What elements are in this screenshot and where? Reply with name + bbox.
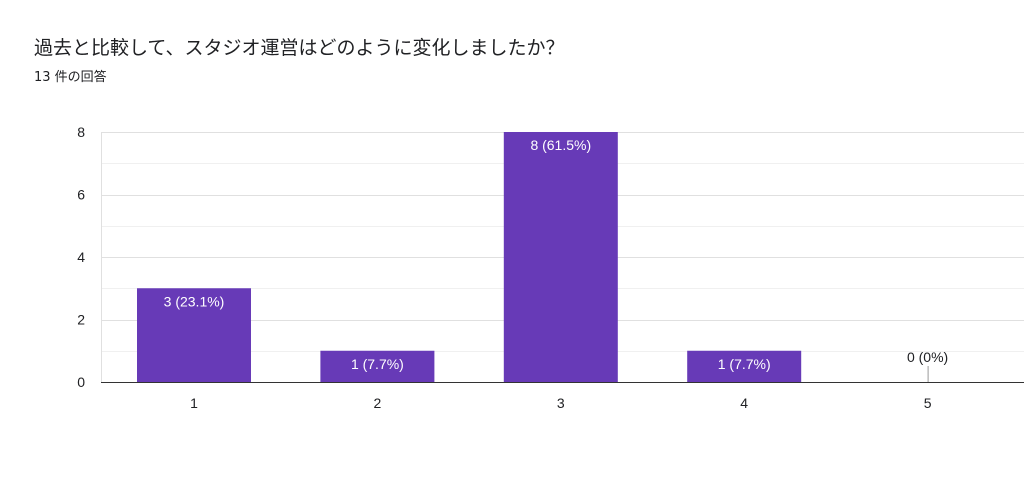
y-tick-label: 6 <box>77 187 85 203</box>
y-tick-label: 4 <box>77 249 85 265</box>
x-tick-label: 3 <box>557 395 565 411</box>
y-tick-label: 2 <box>77 312 85 328</box>
data-label: 3 (23.1%) <box>164 293 225 309</box>
y-tick-label: 0 <box>77 374 85 390</box>
x-axis-ticks: 1 2 3 4 5 <box>190 395 932 411</box>
data-label: 1 (7.7%) <box>718 356 771 372</box>
bars <box>137 132 929 382</box>
data-label: 1 (7.7%) <box>351 356 404 372</box>
question-title: 過去と比較して、スタジオ運営はどのように変化しましたか？ <box>34 37 565 59</box>
data-label: 0 (0%) <box>907 349 948 365</box>
x-tick-label: 4 <box>740 395 748 411</box>
data-label: 8 (61.5%) <box>530 137 591 153</box>
x-tick-label: 1 <box>190 395 198 411</box>
x-tick-label: 5 <box>924 395 932 411</box>
data-labels: 3 (23.1%) 1 (7.7%) 8 (61.5%) 1 (7.7%) 0 (0%) <box>164 137 949 372</box>
bar <box>137 288 251 382</box>
x-tick-label: 2 <box>374 395 382 411</box>
bar <box>503 132 618 382</box>
bar <box>320 350 435 382</box>
bar <box>687 350 802 382</box>
y-axis-ticks: 0 2 4 6 8 <box>77 124 85 390</box>
response-count: 13 件の回答 <box>34 70 107 85</box>
y-tick-label: 8 <box>77 124 85 140</box>
